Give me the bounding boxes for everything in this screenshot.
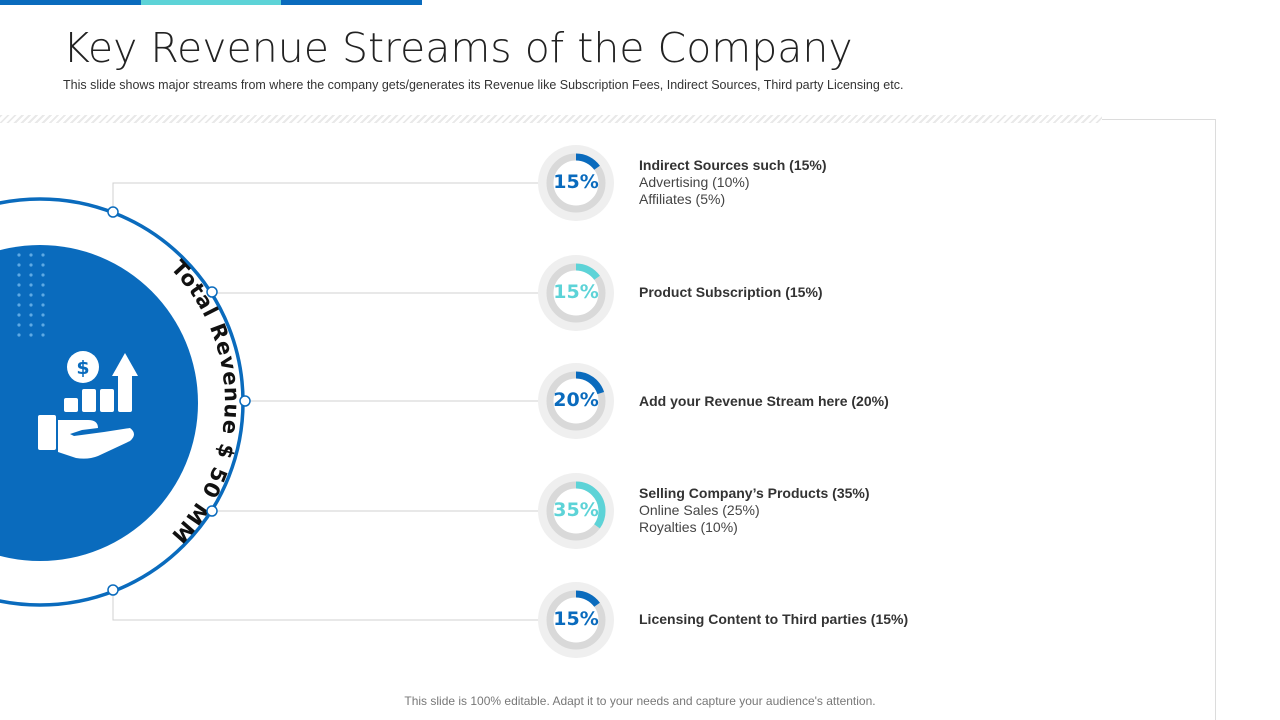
connector-nodes (107, 206, 251, 596)
stream-product-subscription: Product Subscription (15%) (639, 284, 823, 301)
dot (17, 253, 21, 257)
stream-indirect-sources: Indirect Sources such (15%) Advertising … (639, 157, 827, 208)
stream-detail: Royalties (10%) (639, 519, 738, 535)
dot (41, 283, 45, 287)
donut-value-arc (546, 590, 606, 650)
decorative-dot-grid (17, 253, 45, 337)
connector-node (206, 505, 218, 517)
top-accent-segment-1 (0, 0, 141, 5)
dot (41, 273, 45, 277)
stream-heading: Licensing Content to Third parties (15%) (639, 611, 909, 627)
hatched-divider (0, 115, 1102, 123)
dot (17, 273, 21, 277)
dot (41, 253, 45, 257)
top-accent-bar (0, 0, 423, 5)
percent-donuts (538, 145, 614, 658)
top-accent-segment-3 (281, 0, 423, 5)
frame-border-right (1215, 119, 1216, 720)
dot (17, 333, 21, 337)
stream-detail: Affiliates (5%) (639, 191, 726, 207)
stream-heading: Product Subscription (15%) (639, 284, 823, 300)
dot (29, 253, 33, 257)
stream-licensing: Licensing Content to Third parties (15%) (639, 611, 908, 628)
slide-title: Key Revenue Streams of the Company (63, 24, 853, 72)
dot (17, 293, 21, 297)
slide-subtitle: This slide shows major streams from wher… (63, 78, 904, 92)
dot (29, 303, 33, 307)
stream-heading: Indirect Sources such (15%) (639, 157, 827, 173)
dot (29, 323, 33, 327)
connector-line (112, 590, 538, 621)
dot (17, 313, 21, 317)
dot (17, 323, 21, 327)
stream-detail: Online Sales (25%) (639, 502, 760, 518)
stream-selling-products: Selling Company’s Products (35%) Online … (639, 485, 870, 536)
dot (29, 273, 33, 277)
connector-node (206, 286, 218, 298)
dot (41, 313, 45, 317)
donut-label-2: 15% (553, 281, 599, 303)
dot (29, 263, 33, 267)
connector-node (107, 584, 119, 596)
dot (29, 313, 33, 317)
frame-border-top (1102, 119, 1216, 120)
svg-text:$: $ (76, 357, 89, 379)
dot (17, 283, 21, 287)
stream-add-revenue: Add your Revenue Stream here (20%) (639, 393, 889, 410)
donut-label-1: 15% (553, 171, 599, 193)
dot (41, 303, 45, 307)
dot (17, 263, 21, 267)
dot (29, 283, 33, 287)
dot (29, 293, 33, 297)
connector-line (211, 292, 538, 294)
revenue-growth-hand-icon: $ (38, 351, 138, 459)
connector-node (107, 206, 119, 218)
dot (29, 333, 33, 337)
dot (41, 293, 45, 297)
connector-node (239, 395, 251, 407)
donut-value-arc (546, 263, 606, 323)
stream-detail: Advertising (10%) (639, 174, 750, 190)
dot (41, 323, 45, 327)
donut-label-5: 15% (553, 608, 599, 630)
connector-line (112, 182, 538, 212)
connector-lines (112, 182, 538, 621)
dot (41, 263, 45, 267)
donut-value-arc (546, 153, 606, 213)
donut-value-arc (546, 371, 606, 431)
stream-heading: Add your Revenue Stream here (20%) (639, 393, 889, 409)
stream-heading: Selling Company’s Products (35%) (639, 485, 870, 501)
dot (41, 333, 45, 337)
center-circle (0, 245, 198, 561)
donut-label-3: 20% (553, 389, 599, 411)
donut-label-4: 35% (553, 499, 599, 521)
donut-value-arc (546, 481, 606, 541)
top-accent-segment-2 (140, 0, 282, 5)
dot (17, 303, 21, 307)
slide-footer: This slide is 100% editable. Adapt it to… (404, 694, 876, 708)
